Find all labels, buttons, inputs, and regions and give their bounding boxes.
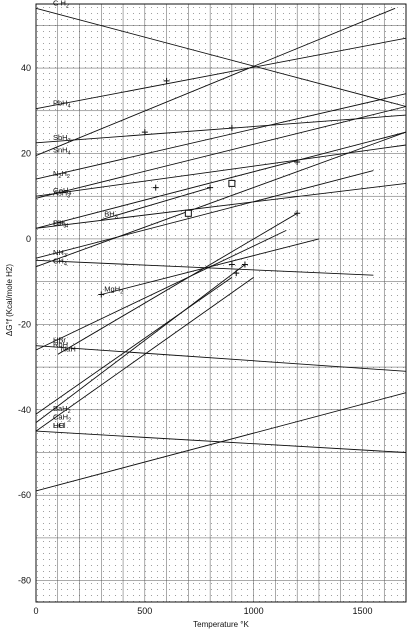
series-label-bah2: BaH2 <box>53 404 71 415</box>
data-point-mgh2 <box>98 291 105 298</box>
series-label-hbr: HBr <box>53 336 66 345</box>
data-point-cah2 <box>241 261 248 268</box>
y-tick-label: 20 <box>21 149 31 159</box>
x-tick-label: 500 <box>137 606 152 616</box>
series-label-hcl: HCl <box>53 421 66 430</box>
series-label-ash3: AsH3 <box>53 188 70 199</box>
series-line-sih4 <box>35 131 407 229</box>
data-point-sbh3 <box>228 124 235 131</box>
open-square-marker <box>184 209 192 217</box>
y-tick-label: 40 <box>21 63 31 73</box>
series-line-rbh <box>35 229 287 351</box>
series-line-ph3 <box>35 182 407 229</box>
series-label-cah2: CaH2 <box>53 413 71 424</box>
x-tick-label: 1500 <box>352 606 372 616</box>
series-label-geh4: GeH4 <box>53 186 71 197</box>
series-line-ash3 <box>35 106 407 199</box>
data-point-geh4 <box>152 184 159 191</box>
series-line-nh3 <box>35 170 374 259</box>
data-point-nah <box>294 210 301 217</box>
y-tick-label: 0 <box>26 234 31 244</box>
series-line-bh3 <box>101 187 211 221</box>
series-label-nh3: NH3 <box>53 248 67 259</box>
series-line-bah2 <box>35 277 233 415</box>
series-line-hbr <box>35 345 407 372</box>
series-label-sih4: SiH4 <box>53 218 68 229</box>
series-line-ch4 <box>35 131 407 268</box>
grid <box>36 4 406 602</box>
series-label-snh4: SnH4 <box>53 146 71 157</box>
series-line-cah2 <box>35 264 246 423</box>
y-tick-label: -40 <box>18 405 31 415</box>
series-line-snh4 <box>35 7 396 157</box>
data-point-snh4 <box>141 129 148 136</box>
data-point-bh3 <box>207 184 214 191</box>
series-labels: C H2PbH4SbH3SnH4N2H2GeH4AsH3BH3SiH4PH3NH… <box>53 0 123 430</box>
series-markers <box>98 77 301 298</box>
series-line-lih <box>35 277 254 432</box>
data-point-geh4 <box>294 159 301 166</box>
series-label-rbh: RbH <box>53 340 68 349</box>
x-tick-label: 0 <box>33 606 38 616</box>
data-point-bah2 <box>233 270 240 277</box>
series-label-ch4: CH4 <box>53 257 67 268</box>
series-label-pbh4: PbH4 <box>53 99 71 110</box>
series-line-geh4 <box>35 144 407 197</box>
series-label-mgh2: MgH2 <box>104 284 123 295</box>
open-square-marker <box>228 179 236 187</box>
series-label-sbh3: SbH3 <box>53 133 71 144</box>
series-line-pbh4 <box>35 37 407 110</box>
series-label-n2h2: N2H2 <box>53 169 70 180</box>
x-tick-label: 1000 <box>244 606 264 616</box>
tick-labels: 0 500 1000 1500 -80 -60 -40 -20 0 20 40 <box>18 63 373 616</box>
series-line-h2o <box>35 392 407 492</box>
y-axis-title: ΔG°f (Kcal/mole H2) <box>5 264 14 336</box>
series-line-nah <box>57 212 298 355</box>
y-tick-label: -80 <box>18 576 31 586</box>
x-axis-title: Temperature °K <box>193 620 249 629</box>
series-line-ch2 <box>35 7 407 107</box>
plot-frame <box>35 3 407 603</box>
series-line-sbh3 <box>35 114 407 144</box>
series-label-lih: LiH <box>53 421 64 430</box>
series-lines <box>35 7 407 492</box>
y-tick-label: -60 <box>18 490 31 500</box>
series-label-bh3: BH3 <box>104 210 117 221</box>
y-tick-label: -20 <box>18 319 31 329</box>
data-point-pbh4 <box>163 77 170 84</box>
plot-area <box>36 4 406 602</box>
data-point-mgh2 <box>228 261 235 268</box>
series-label-ph3: PH3 <box>53 218 66 229</box>
series-label-nah: NaH <box>61 344 76 353</box>
series-line-n2h2 <box>35 93 407 180</box>
